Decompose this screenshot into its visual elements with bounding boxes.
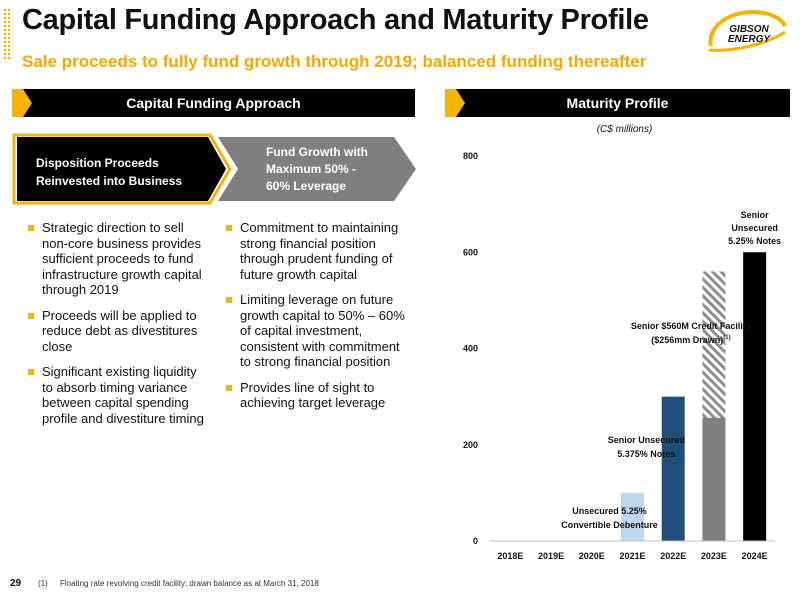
list-item: Commitment to maintaining strong financi… (226, 220, 406, 282)
footnote: (1) Floating rate revolving credit facil… (38, 579, 319, 588)
x-tick-label: 2020E (579, 551, 605, 561)
bar-annotation: Convertible Debenture (561, 520, 658, 530)
list-item: Proceeds will be applied to reduce debt … (28, 308, 208, 355)
box2-line2: Maximum 50% - (266, 162, 357, 176)
chevron-icon (12, 89, 32, 117)
fund-growth-arrow-shape (218, 137, 416, 201)
box2-line3: 60% Leverage (266, 179, 347, 193)
box1-arrow-shape (12, 133, 232, 205)
x-tick-label: 2021E (619, 551, 645, 561)
chevron-icon (445, 89, 465, 117)
maturity-profile-banner: Maturity Profile (445, 89, 790, 117)
x-tick-label: 2024E (742, 551, 768, 561)
y-tick-label: 200 (463, 440, 478, 450)
bar-annotation: ($256mm Drawn)(1) (651, 335, 730, 345)
y-tick-label: 400 (463, 344, 478, 354)
box1-line2: Reinvested into Business (36, 174, 183, 188)
gibson-energy-logo: GIBSON ENERGY (708, 9, 787, 52)
disposition-proceeds-box: Disposition Proceeds Reinvested into Bus… (36, 154, 182, 190)
list-item: Significant existing liquidity to absorb… (28, 364, 208, 426)
logo-text-gibson: GIBSON (729, 24, 769, 35)
bar-annotation: Senior Unsecured (608, 435, 685, 445)
capital-funding-banner-label: Capital Funding Approach (126, 95, 301, 111)
x-tick-label: 2023E (701, 551, 727, 561)
fund-growth-box: Fund Growth with Maximum 50% - 60% Lever… (266, 144, 394, 195)
chart-subtitle: (C$ millions) (597, 124, 653, 135)
page-subtitle: Sale proceeds to fully fund growth throu… (22, 52, 647, 71)
bar-annotation: Unsecured (731, 223, 778, 233)
list-item: Provides line of sight to achieving targ… (226, 380, 406, 411)
box2-line1: Fund Growth with (266, 145, 368, 159)
y-tick-label: 800 (463, 151, 478, 161)
box1-line1: Disposition Proceeds (36, 156, 159, 170)
y-tick-label: 0 (473, 536, 478, 546)
logo-text-energy: ENERGY (728, 34, 772, 45)
list-item: Limiting leverage on future growth capit… (226, 292, 406, 370)
maturity-profile-chart: (C$ millions) 0 200 400 600 800 2018E 2019E 2020… (463, 124, 781, 561)
bar-annotation: Unsecured 5.25% (572, 506, 647, 516)
page-title: Capital Funding Approach and Maturity Pr… (22, 4, 649, 36)
bar (621, 492, 644, 541)
footnote-marker: (1) (38, 579, 48, 588)
bar (661, 396, 685, 541)
bar-annotation: 5.25% Notes (728, 236, 781, 246)
x-tick-label: 2018E (497, 551, 523, 561)
footnote-text: Floating rate revolving credit facility;… (60, 579, 319, 588)
bullet-list-left: Strategic direction to sell non-core bus… (28, 220, 208, 436)
footnote-superscript: (1) (723, 335, 730, 341)
maturity-profile-banner-label: Maturity Profile (566, 95, 669, 111)
decorative-dots (3, 8, 11, 60)
page-number: 29 (10, 578, 22, 589)
bullet-list-right: Commitment to maintaining strong financi… (226, 220, 406, 421)
bar (702, 417, 726, 541)
bar-annotation: Senior $560M Credit Facility (631, 321, 751, 331)
bar (743, 252, 767, 541)
x-tick-label: 2019E (538, 551, 564, 561)
capital-funding-banner: Capital Funding Approach (12, 89, 415, 117)
x-tick-label: 2022E (660, 551, 686, 561)
y-tick-label: 600 (463, 247, 478, 257)
bar-annotation: Senior (741, 210, 770, 220)
bar-annotation: 5.375% Notes (617, 449, 675, 459)
list-item: Strategic direction to sell non-core bus… (28, 220, 208, 298)
